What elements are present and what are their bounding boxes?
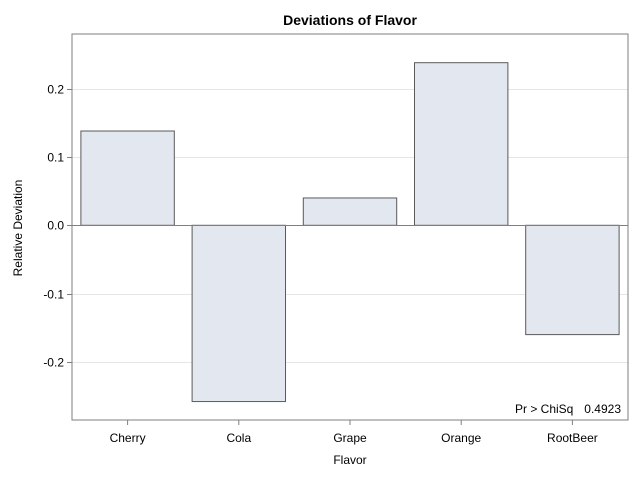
- y-axis-label: Relative Deviation: [11, 180, 25, 277]
- bar-cherry: [80, 130, 175, 226]
- bars: [80, 62, 620, 403]
- chart-title: Deviations of Flavor: [283, 12, 417, 28]
- y-tick-label: 0.0: [47, 219, 64, 233]
- bar-grape: [302, 197, 398, 226]
- y-tick-label: 0.2: [47, 83, 64, 97]
- y-tick-label: 0.1: [47, 151, 64, 165]
- bar-rootbeer: [525, 224, 620, 336]
- x-tick-label: RootBeer: [547, 431, 598, 445]
- x-axis-label: Flavor: [333, 453, 366, 467]
- chisq-label: Pr > ChiSq: [515, 402, 573, 416]
- x-tick-label: Cherry: [110, 431, 146, 445]
- chisq-value: 0.4923: [584, 402, 621, 416]
- bar-orange: [413, 62, 509, 226]
- y-tick-label: -0.2: [43, 356, 64, 370]
- x-tick-label: Cola: [226, 431, 251, 445]
- y-axis-ticks: -0.2 -0.1 0.0 0.1 0.2: [43, 83, 72, 370]
- y-tick-label: -0.1: [43, 288, 64, 302]
- bar-cola: [191, 224, 287, 403]
- x-tick-label: Orange: [441, 431, 481, 445]
- x-axis-ticks: Cherry Cola Grape Orange RootBeer: [110, 420, 598, 445]
- x-tick-label: Grape: [333, 431, 367, 445]
